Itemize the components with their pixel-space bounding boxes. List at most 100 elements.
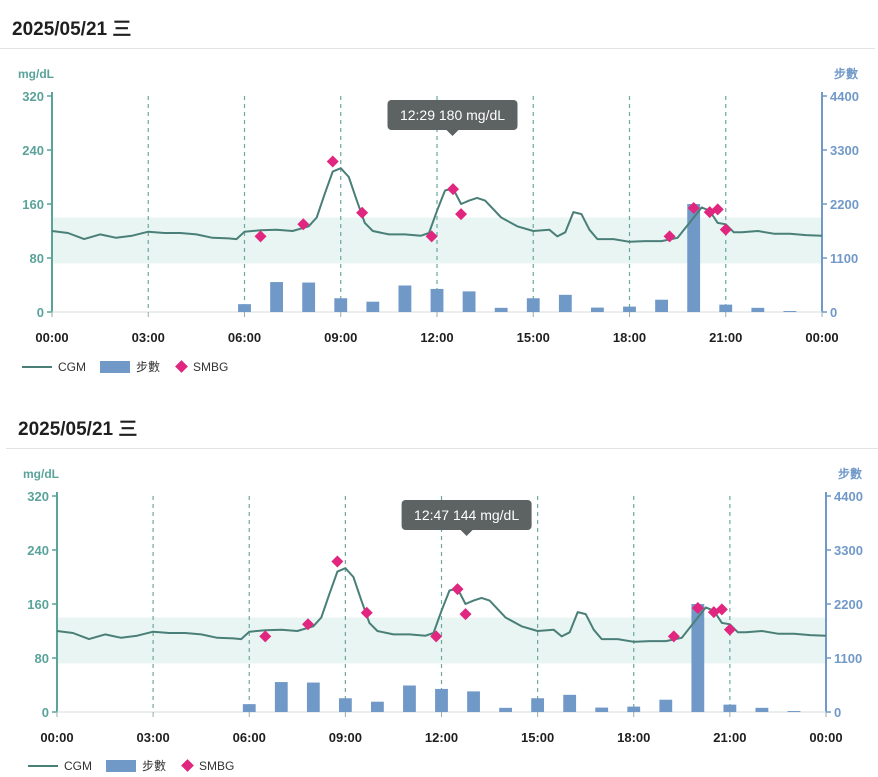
smbg-point [707,606,720,619]
tooltip-box [401,500,532,530]
steps-bar [306,682,320,712]
x-tick-label: 21:00 [709,330,742,345]
smbg-point [297,218,310,231]
left-tick-label: 320 [27,489,49,504]
right-tick-label: 3300 [830,143,859,158]
smbg-point [301,618,314,631]
legend-item-smbg[interactable]: SMBG [174,360,228,374]
steps-bar [238,304,251,312]
steps-bar [403,685,416,712]
smbg-point [430,630,443,643]
legend-item-cgm[interactable]: CGM [22,360,86,374]
right-tick-label: 3300 [834,543,863,558]
steps-bar [526,298,540,312]
glucose-chart[interactable]: mg/dL 步數 0 80 160 240 320 0 1100 2200 3300 4400 00:0… [0,56,878,366]
chart-legend: CGM 步數 SMBG [22,358,242,375]
steps-bar [691,604,705,712]
steps-bar [659,699,673,712]
right-tick-label: 1100 [830,251,858,266]
right-tick-label: 2200 [830,197,859,212]
left-axis-title: mg/dL [18,67,54,81]
legend-label-steps: 步數 [142,759,167,773]
x-tick-label: 12:00 [425,730,458,745]
x-tick-label: 15:00 [517,330,550,345]
x-tick-label: 09:00 [324,330,357,345]
legend-label-smbg: SMBG [199,758,235,773]
legend-label-smbg: SMBG [193,359,229,374]
x-tick-label: 12:00 [420,330,453,345]
steps-bar [563,694,577,712]
left-tick-label: 240 [27,543,49,558]
steps-bar [655,299,668,312]
chart-panel-2: 2025/05/21 三 mg/dL 步數 0 80 160 240 320 0 1100 220… [0,400,878,777]
panel-divider [0,48,875,49]
x-tick-label: 15:00 [521,730,554,745]
right-tick-label: 0 [830,305,837,320]
steps-bar [274,682,288,712]
x-tick-label: 03:00 [132,330,165,345]
left-tick-label: 160 [27,597,49,612]
left-tick-label: 240 [22,143,44,158]
x-tick-label: 18:00 [613,330,646,345]
steps-bar [462,291,476,312]
legend-item-smbg[interactable]: SMBG [180,759,234,773]
steps-bar-swatch [106,759,136,772]
legend-label-steps: 步數 [136,360,161,374]
steps-bar [270,282,283,312]
tooltip-arrow [446,130,459,136]
steps-bar [531,698,545,712]
glucose-chart[interactable]: mg/dL 步數 0 80 160 240 320 0 1100 2200 3300 4400 00:0… [0,456,878,766]
legend-label-cgm: CGM [58,359,86,374]
steps-bar [595,707,609,712]
steps-bar [430,288,444,312]
left-axis-title: mg/dL [23,467,59,481]
x-tick-label: 00:00 [40,730,73,745]
steps-bar [302,282,316,312]
left-tick-label: 80 [30,251,44,266]
left-tick-label: 160 [22,197,44,212]
right-tick-label: 2200 [834,597,863,612]
legend-item-cgm[interactable]: CGM [28,759,92,773]
tooltip-text: 12:29 180 mg/dL [400,107,505,123]
x-tick-label: 00:00 [805,330,838,345]
x-tick-label: 00:00 [35,330,68,345]
legend-item-steps[interactable]: 步數 [106,757,166,774]
smbg-point [663,230,676,243]
x-tick-label: 09:00 [329,730,362,745]
smbg-point [691,602,704,615]
smbg-point [455,208,468,221]
smbg-point [715,603,728,616]
smbg-point [667,630,680,643]
right-tick-label: 1100 [834,651,862,666]
panel-title: 2025/05/21 三 [18,419,138,440]
smbg-diamond-swatch [175,360,188,373]
steps-bar [435,688,448,712]
cgm-line-swatch [28,764,58,767]
x-tick-label: 00:00 [809,730,842,745]
steps-bar [755,707,769,712]
smbg-point [723,623,736,636]
smbg-point [356,206,369,219]
smbg-point [331,555,344,568]
x-tick-label: 06:00 [228,330,261,345]
legend-item-steps[interactable]: 步數 [100,358,160,375]
tooltip: 12:47 144 mg/dL [401,500,532,536]
tooltip: 12:29 180 mg/dL [387,100,518,136]
x-tick-label: 18:00 [617,730,650,745]
panel-title: 2025/05/21 三 [12,19,132,40]
steps-bar [398,285,412,312]
right-tick-label: 4400 [830,89,859,104]
smbg-point [711,203,724,216]
left-tick-label: 80 [35,651,49,666]
tooltip-arrow [460,530,473,536]
smbg-point [459,608,472,621]
steps-bar [623,306,636,312]
smbg-point [254,230,267,243]
legend-label-cgm: CGM [64,758,92,773]
steps-bar [338,698,352,712]
tooltip-box [387,100,518,130]
smbg-point [360,606,373,619]
left-tick-label: 0 [37,305,44,320]
chart-panel-1: 2025/05/21 三 mg/dL 步數 0 80 160 240 320 0 1100 220… [0,19,878,375]
left-tick-label: 0 [42,705,49,720]
